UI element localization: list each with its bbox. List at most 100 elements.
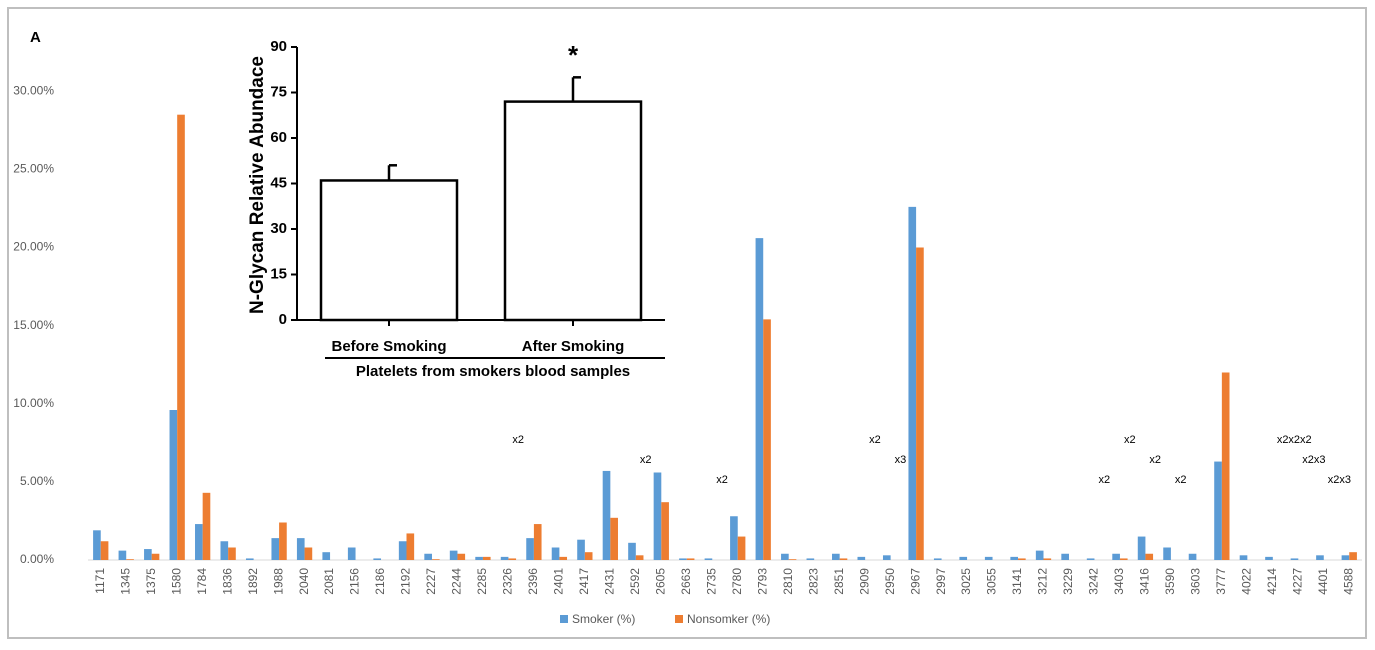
y-tick-label: 90 xyxy=(270,38,287,55)
bar xyxy=(908,206,917,560)
y-tick-label: 25.00% xyxy=(13,162,54,176)
bar xyxy=(195,524,203,560)
x-tick-label: 2227 xyxy=(424,568,438,595)
bar xyxy=(1341,555,1350,560)
bar xyxy=(424,553,432,560)
bar xyxy=(503,100,643,322)
x-tick-label: 2326 xyxy=(501,568,515,595)
x-tick-label: 1836 xyxy=(220,568,234,595)
legend-swatch xyxy=(675,615,683,623)
y-tick-label: 45 xyxy=(270,174,287,191)
bar xyxy=(228,547,236,560)
bar xyxy=(93,530,101,560)
bar xyxy=(169,410,178,560)
bar xyxy=(1163,547,1171,560)
x-tick-label: 1375 xyxy=(144,568,158,595)
frame xyxy=(7,7,1367,639)
x-tick-label: 2431 xyxy=(603,568,617,595)
bar xyxy=(202,492,211,560)
annotation: x2 xyxy=(640,454,652,466)
bar xyxy=(737,536,746,560)
bar xyxy=(839,558,848,560)
annotation: x2x3 xyxy=(1328,474,1351,486)
bar xyxy=(882,555,891,560)
x-tick-label: 4401 xyxy=(1316,568,1330,595)
bar xyxy=(1221,372,1230,560)
x-tick-label: 4214 xyxy=(1265,568,1279,595)
bar xyxy=(322,552,331,560)
bar xyxy=(788,559,797,560)
x-tick-label: 2156 xyxy=(348,568,362,595)
bar xyxy=(1188,553,1197,560)
x-tick-label: 2793 xyxy=(755,568,769,595)
annotation: x2x2x2 xyxy=(1277,434,1312,446)
x-tick-label: 2967 xyxy=(908,568,922,595)
bar xyxy=(220,541,229,560)
bar xyxy=(526,538,534,560)
bar xyxy=(602,470,611,560)
x-tick-label: 2663 xyxy=(679,568,693,595)
x-tick-label: 3777 xyxy=(1214,568,1228,595)
bar xyxy=(806,558,815,560)
bar xyxy=(245,558,254,560)
bar xyxy=(319,179,459,322)
bar xyxy=(144,549,152,560)
annotation: x2 xyxy=(869,434,881,446)
x-tick-label: 2950 xyxy=(883,568,897,595)
legend-swatch xyxy=(560,615,568,623)
x-tick-label: 3055 xyxy=(985,568,999,595)
bar xyxy=(151,553,160,560)
y-tick-label: 10.00% xyxy=(13,396,54,410)
bar xyxy=(832,553,840,560)
bar xyxy=(984,556,993,560)
annotation: x3 xyxy=(895,454,907,466)
bar xyxy=(1214,461,1222,560)
bar xyxy=(279,522,287,560)
x-tick-label: 2592 xyxy=(628,568,642,595)
x-tick-label: 4588 xyxy=(1341,568,1355,595)
x-tick-label: 2285 xyxy=(475,568,489,595)
legend-label: Nonsomker (%) xyxy=(687,612,770,626)
annotation: x2 xyxy=(1149,454,1161,466)
y-tick-label: 60 xyxy=(270,129,287,146)
bar xyxy=(577,539,585,560)
x-tick-label: 2909 xyxy=(857,568,871,595)
y-tick-label: 30 xyxy=(270,220,287,237)
bar xyxy=(100,541,109,560)
bar xyxy=(916,247,924,560)
bar xyxy=(628,542,636,560)
bar xyxy=(755,238,764,560)
bar xyxy=(431,559,440,560)
x-tick-label: 1171 xyxy=(93,568,107,594)
bar xyxy=(406,533,415,560)
bar xyxy=(1112,553,1120,560)
annotation: x2x3 xyxy=(1302,454,1325,466)
bar xyxy=(1137,536,1146,560)
bar xyxy=(508,558,517,560)
x-tick-label: 1580 xyxy=(169,568,183,595)
y-tick-label: 20.00% xyxy=(13,240,54,254)
panel-label: A xyxy=(30,29,41,46)
x-tick-label: After Smoking xyxy=(522,338,625,355)
y-tick-label: 75 xyxy=(270,83,287,100)
bar xyxy=(1035,550,1044,560)
bar xyxy=(398,541,407,560)
bar xyxy=(730,516,738,560)
bar xyxy=(457,553,466,560)
x-tick-label: 3242 xyxy=(1087,568,1101,595)
x-tick-label: 2401 xyxy=(552,568,566,595)
x-tick-label: 3025 xyxy=(959,568,973,595)
y-tick-label: 0 xyxy=(279,311,287,328)
x-tick-label: 2417 xyxy=(577,568,591,595)
x-tick-label: 4022 xyxy=(1240,568,1254,595)
legend-label: Smoker (%) xyxy=(572,612,635,626)
bar xyxy=(933,558,942,560)
x-tick-label: 2823 xyxy=(806,568,820,595)
bar xyxy=(653,472,662,560)
x-tick-label: 2997 xyxy=(934,568,948,595)
bar xyxy=(1265,556,1273,560)
x-tick-label: 1784 xyxy=(195,568,209,595)
bar xyxy=(1349,552,1357,560)
bar xyxy=(304,547,313,560)
bar xyxy=(1119,558,1128,560)
